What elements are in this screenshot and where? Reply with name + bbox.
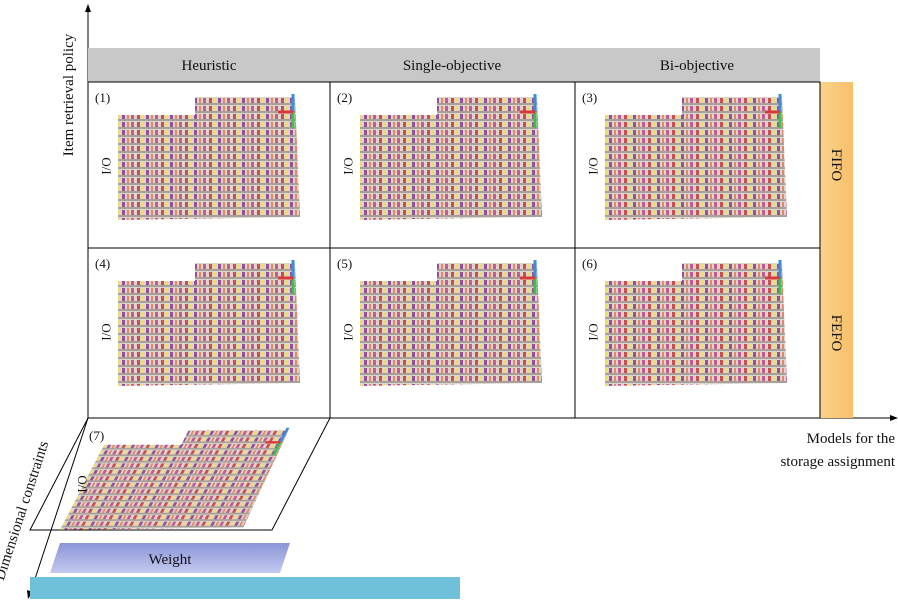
- panel: [60, 428, 295, 530]
- panel-label: (7): [89, 428, 104, 443]
- column-header: Bi-objective: [660, 58, 734, 74]
- column-header: Heuristic: [182, 58, 237, 74]
- panel: (5) O/I: [337, 256, 542, 386]
- z-axis-label: Dimensional constraints: [0, 439, 52, 582]
- x-axis-label: storage assignment: [780, 454, 895, 470]
- warehouse: [118, 94, 300, 220]
- y-axis-label: Item retrieval policy: [61, 33, 77, 156]
- io-label: O/I: [99, 157, 114, 174]
- panel-label: (4): [95, 256, 110, 271]
- io-label: O/I: [99, 323, 114, 340]
- column-header: Single-objective: [403, 58, 502, 74]
- panel: (4) O/I: [95, 256, 300, 386]
- base-bar: [30, 577, 460, 599]
- warehouse: [360, 260, 542, 386]
- io-label: O/I: [341, 157, 356, 174]
- policy-strip: [820, 82, 853, 418]
- io-label: O/I: [75, 475, 90, 492]
- x-axis-label: Models for the: [807, 431, 896, 447]
- base-label: Weight: [149, 552, 193, 568]
- io-label: O/I: [586, 323, 601, 340]
- warehouse: [118, 260, 300, 386]
- panel: (1) O/I: [95, 90, 300, 220]
- panel-label: (6): [582, 256, 597, 271]
- panel-label: (3): [582, 90, 597, 105]
- warehouse: [605, 94, 787, 220]
- warehouse: [605, 260, 787, 386]
- warehouse: [360, 94, 542, 220]
- row-label: FEFO: [828, 315, 844, 352]
- panel: (2) O/I: [337, 90, 542, 220]
- panel-label: (1): [95, 90, 110, 105]
- figure: Heuristic Single-objective Bi-objective …: [0, 0, 898, 599]
- panel-label: (2): [337, 90, 352, 105]
- panel: (6) O/I: [582, 256, 787, 386]
- row-label: FIFO: [828, 149, 844, 182]
- io-label: O/I: [586, 157, 601, 174]
- warehouse: [60, 428, 295, 530]
- panel-label: (5): [337, 256, 352, 271]
- io-label: O/I: [341, 323, 356, 340]
- panel: (3) O/I: [582, 90, 787, 220]
